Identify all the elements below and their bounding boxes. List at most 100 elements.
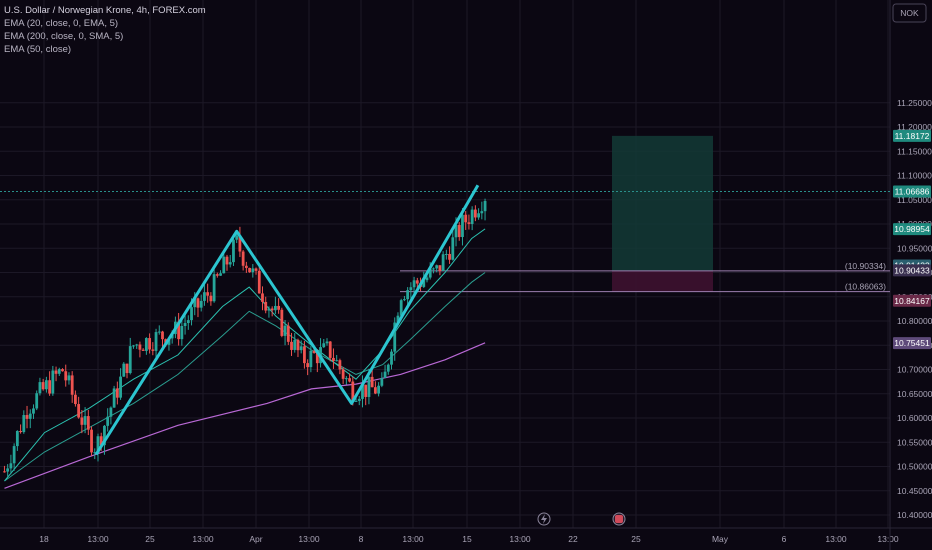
price-tag-label: 10.98954	[894, 224, 930, 234]
candle-body	[9, 463, 13, 469]
candle-body	[12, 446, 16, 464]
y-tick-label: 10.95000	[897, 243, 932, 253]
x-tick-label: 13:00	[402, 534, 424, 544]
candle-body	[135, 344, 139, 346]
candle-body	[303, 346, 306, 364]
symbol-title: U.S. Dollar / Norwegian Krone, 4h, FOREX…	[4, 5, 206, 16]
candle-body	[64, 371, 68, 381]
candle-body	[61, 369, 64, 372]
candle-body	[115, 388, 119, 398]
candle-body	[373, 387, 377, 394]
candle-body	[322, 343, 326, 348]
flag-icon[interactable]	[612, 512, 626, 526]
candle-body	[341, 369, 345, 379]
candle-body	[106, 416, 110, 426]
candle-body	[3, 471, 6, 473]
candle-body	[209, 295, 213, 302]
candle-body	[41, 382, 45, 390]
candle-body	[332, 357, 335, 362]
candle-body	[361, 384, 364, 399]
candle-body	[167, 338, 171, 345]
candle-body	[254, 268, 258, 271]
candle-body	[6, 468, 10, 472]
candle-body	[396, 315, 400, 323]
candle-body	[177, 321, 181, 340]
candle-body	[283, 325, 287, 336]
candle-body	[351, 381, 355, 402]
candle-body	[415, 280, 419, 284]
candle-body	[477, 213, 480, 218]
candle-body	[344, 378, 348, 380]
candle-body	[80, 417, 84, 425]
candle-body	[248, 267, 251, 273]
candle-body	[441, 254, 445, 271]
candle-body	[183, 323, 187, 327]
x-tick-label: 13:00	[87, 534, 109, 544]
candle-body	[306, 363, 310, 368]
x-tick-label: 13:00	[298, 534, 320, 544]
x-tick-label: 13:00	[509, 534, 531, 544]
y-tick-label: 11.20000	[897, 122, 932, 132]
candle-body	[90, 429, 93, 453]
y-tick-label: 10.80000	[897, 316, 932, 326]
candle-body	[290, 341, 293, 350]
y-tick-label: 10.45000	[897, 486, 932, 496]
candle-body	[467, 222, 471, 224]
price-tag-stop: 10.84167	[893, 294, 931, 307]
candle-body	[70, 375, 74, 395]
x-tick-label: 18	[39, 534, 49, 544]
ema20-line	[4, 228, 486, 482]
x-tick-label: 25	[631, 534, 641, 544]
price-tag-last: 11.06686	[893, 185, 931, 198]
candle-body	[461, 214, 464, 238]
y-tick-label: 11.15000	[897, 146, 932, 156]
candle-body	[54, 370, 58, 374]
candle-body	[348, 378, 351, 382]
candle-body	[122, 363, 126, 377]
candle-body	[77, 404, 81, 418]
y-tick-label: 11.10000	[897, 171, 932, 181]
candle-body	[261, 293, 264, 302]
y-tick-label: 11.25000	[897, 98, 932, 108]
pattern-line[interactable]	[94, 184, 480, 456]
candle-body	[109, 407, 113, 417]
y-tick-label: 10.70000	[897, 365, 932, 375]
x-tick-label: 13:00	[877, 534, 899, 544]
candle-body	[464, 214, 468, 223]
candle-body	[406, 290, 410, 300]
candles[interactable]	[3, 198, 487, 477]
price-tag-label: 11.18172	[895, 131, 930, 141]
candle-body	[328, 341, 332, 358]
candle-body	[280, 309, 284, 336]
y-tick-label: 10.40000	[897, 510, 932, 520]
candle-body	[422, 280, 426, 287]
candle-body	[409, 287, 413, 291]
candle-body	[219, 273, 222, 276]
level-label: (10.86063)	[845, 282, 886, 292]
candle-body	[22, 415, 26, 433]
candle-body	[435, 265, 439, 269]
candle-body	[161, 331, 164, 340]
x-axis[interactable]: 18 13:00 25 13:00 Apr 13:00 8 13:00 15 13:00 22 25 M…	[39, 534, 899, 544]
candle-body	[103, 425, 106, 446]
lightning-icon[interactable]	[537, 512, 551, 526]
candle-body	[151, 349, 155, 351]
x-tick-label: 6	[782, 534, 787, 544]
candle-body	[44, 380, 48, 390]
candle-body	[338, 360, 342, 370]
candle-body	[186, 320, 190, 324]
candle-body	[235, 235, 239, 240]
candle-body	[212, 274, 216, 302]
stop-zone[interactable]	[612, 270, 713, 292]
candle-body	[241, 251, 245, 266]
y-tick-label: 11.05000	[897, 195, 932, 205]
candle-body	[390, 351, 393, 365]
candle-body	[74, 394, 77, 405]
currency-button[interactable]: NOK	[892, 3, 927, 23]
target-zone[interactable]	[612, 135, 713, 271]
candle-body	[386, 364, 390, 372]
price-tag-target: 11.18172	[893, 129, 931, 142]
candle-body	[273, 305, 277, 311]
candle-body	[399, 300, 403, 316]
